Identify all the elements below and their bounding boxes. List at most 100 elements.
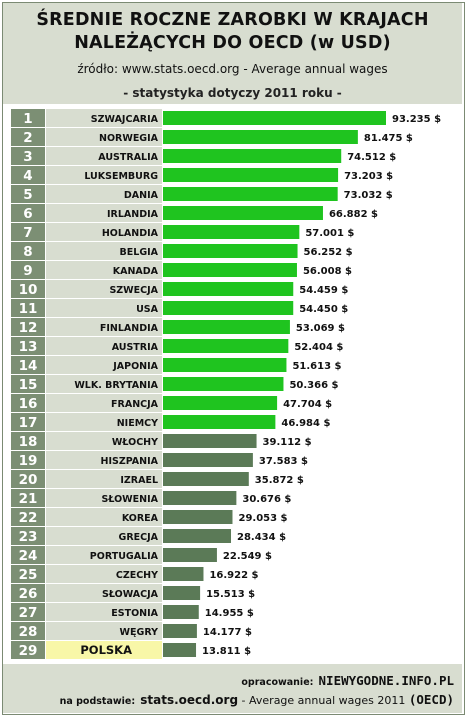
country-label: PORTUGALIA <box>90 551 159 562</box>
rank-cell <box>11 261 45 279</box>
credit-site: NIEWYGODNE.INFO.PL <box>318 673 454 688</box>
value-label: 73.203 $ <box>344 171 393 182</box>
rank-cell <box>11 584 45 602</box>
rank-label: 16 <box>19 396 38 412</box>
value-label: 16.922 $ <box>209 570 258 581</box>
rank-cell <box>11 299 45 317</box>
value-label: 35.872 $ <box>255 475 304 486</box>
country-label: WĘGRY <box>120 627 159 638</box>
rank-cell <box>11 242 45 260</box>
country-label: BELGIA <box>120 247 159 258</box>
value-label: 93.235 $ <box>392 114 441 125</box>
rank-label: 27 <box>19 605 38 621</box>
rank-label: 14 <box>19 358 38 374</box>
country-label: DANIA <box>124 190 159 201</box>
rank-cell <box>11 565 45 583</box>
rank-cell <box>11 223 45 241</box>
rank-cell <box>11 641 45 659</box>
rank-label: 5 <box>23 187 32 203</box>
country-cell <box>46 280 162 298</box>
bar <box>163 263 297 277</box>
country-label: NORWEGIA <box>99 133 159 144</box>
country-label: HISZPANIA <box>101 456 159 467</box>
rank-label: 9 <box>23 263 32 279</box>
bar <box>163 225 300 239</box>
country-label: SZWAJCARIA <box>91 114 159 125</box>
rank-cell <box>11 432 45 450</box>
bar <box>163 586 201 600</box>
bar <box>163 282 294 296</box>
country-cell-highlight <box>46 641 162 659</box>
bar <box>163 206 323 220</box>
rank-label: 23 <box>19 529 38 545</box>
country-label: CZECHY <box>116 570 158 581</box>
rank-label: 28 <box>19 624 38 640</box>
value-label: 29.053 $ <box>238 513 287 524</box>
bar <box>163 396 278 410</box>
chart-title-line1: ŚREDNIE ROCZNE ZAROBKI W KRAJACH <box>36 10 429 30</box>
rank-label: 11 <box>19 301 38 317</box>
value-label: 22.549 $ <box>223 551 272 562</box>
rank-cell <box>11 109 45 127</box>
bar <box>163 301 294 315</box>
bar <box>163 472 249 486</box>
country-cell <box>46 413 162 431</box>
rank-cell <box>11 451 45 469</box>
rank-cell <box>11 337 45 355</box>
country-cell <box>46 109 162 127</box>
rank-cell <box>11 470 45 488</box>
basis-label: na podstawie: <box>59 696 136 707</box>
country-cell <box>46 318 162 336</box>
country-cell <box>46 489 162 507</box>
country-cell <box>46 261 162 279</box>
country-label: FINLANDIA <box>100 323 159 334</box>
rank-cell <box>11 622 45 640</box>
value-label: 66.882 $ <box>329 209 378 220</box>
country-label: ESTONIA <box>111 608 158 619</box>
rank-label: 8 <box>23 244 32 260</box>
country-cell <box>46 584 162 602</box>
country-cell <box>46 622 162 640</box>
value-label: 53.069 $ <box>296 323 345 334</box>
rank-label: 18 <box>19 434 38 450</box>
bar <box>163 643 197 657</box>
rank-label: 24 <box>19 548 38 564</box>
bar <box>163 320 290 334</box>
rank-label: 21 <box>19 491 38 507</box>
country-label: SŁOWACJA <box>102 589 159 600</box>
country-cell <box>46 337 162 355</box>
rank-label: 12 <box>19 320 38 336</box>
year-note: - statystyka dotyczy 2011 roku - <box>123 86 342 100</box>
value-label: 57.001 $ <box>305 228 354 239</box>
rank-label: 13 <box>19 339 38 355</box>
rank-label: 29 <box>19 643 38 659</box>
bar <box>163 510 233 524</box>
value-label: 14.177 $ <box>203 627 252 638</box>
country-cell <box>46 204 162 222</box>
country-label: KOREA <box>122 513 159 524</box>
value-label: 74.512 $ <box>347 152 396 163</box>
country-label: JAPONIA <box>112 361 158 372</box>
country-label: USA <box>136 304 159 315</box>
bar <box>163 339 289 353</box>
rank-cell <box>11 166 45 184</box>
rank-cell <box>11 318 45 336</box>
country-cell <box>46 147 162 165</box>
country-cell <box>46 223 162 241</box>
country-label: IRLANDIA <box>107 209 159 220</box>
country-label-highlight: POLSKA <box>80 643 132 657</box>
country-cell <box>46 375 162 393</box>
bar <box>163 453 253 467</box>
value-label: 56.252 $ <box>304 247 353 258</box>
value-label: 51.613 $ <box>292 361 341 372</box>
rank-cell <box>11 356 45 374</box>
bar <box>163 149 342 163</box>
bar <box>163 548 217 562</box>
bar <box>163 624 197 638</box>
rank-label: 15 <box>19 377 38 393</box>
country-label: LUKSEMBURG <box>84 171 158 182</box>
bar <box>163 358 287 372</box>
credit-line: opracowanie: NIEWYGODNE.INFO.PL <box>241 670 454 689</box>
value-label: 46.984 $ <box>281 418 330 429</box>
rank-label: 22 <box>19 510 38 526</box>
